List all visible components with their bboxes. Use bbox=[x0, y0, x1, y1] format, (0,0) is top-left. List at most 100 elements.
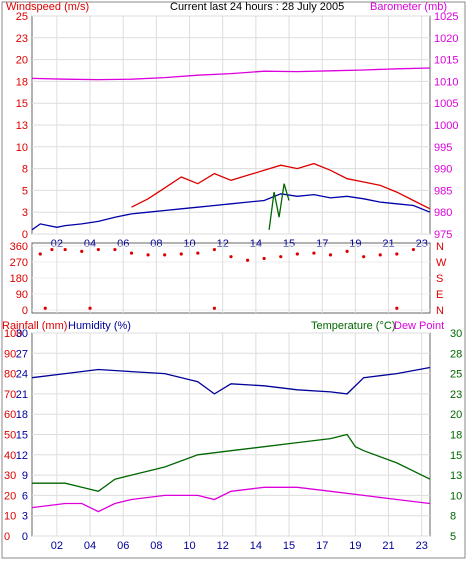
bottom-x-tick-0: 02 bbox=[51, 540, 63, 552]
winddir-point-9 bbox=[179, 252, 183, 256]
bottom-rain-tick-5: 50 bbox=[4, 430, 16, 442]
bottom-humidity-tick-2: 6 bbox=[22, 490, 28, 502]
winddir-point-14 bbox=[262, 256, 266, 261]
top-right-tick-3: 990 bbox=[434, 164, 452, 176]
bottom-x-tick-7: 15 bbox=[283, 540, 295, 552]
bottom-humidity-tick-10: 30 bbox=[16, 328, 28, 340]
winddir-point-8 bbox=[163, 253, 167, 257]
series-dewpoint bbox=[31, 486, 431, 513]
bottom-rain-tick-8: 80 bbox=[4, 369, 16, 381]
winddir-point-5 bbox=[113, 247, 117, 252]
bottom-temp-tick-0: 5 bbox=[450, 531, 456, 543]
mid-right-tick-2: S bbox=[436, 273, 443, 285]
bottom-x-tick-10: 21 bbox=[382, 540, 394, 552]
top-right-tick-7: 1010 bbox=[434, 76, 458, 88]
top-right-tick-4: 995 bbox=[434, 142, 452, 154]
top-right-tick-10: 1025 bbox=[434, 11, 458, 23]
winddir-point-26 bbox=[212, 306, 217, 310]
bottom-x-tick-1: 04 bbox=[84, 540, 96, 552]
top-left-tick-1: 3 bbox=[22, 207, 28, 219]
winddir-point-1 bbox=[50, 247, 54, 252]
top-right-tick-5: 1000 bbox=[434, 120, 458, 132]
bottom-rain-tick-7: 70 bbox=[4, 389, 16, 401]
bottom-humidity-tick-6: 18 bbox=[16, 409, 28, 421]
bottom-header-rainfall: Rainfall (mm) bbox=[2, 320, 68, 332]
series-temperature bbox=[32, 433, 431, 493]
mid-left-tick-3: 90 bbox=[16, 289, 28, 301]
bottom-temp-tick-7: 23 bbox=[450, 389, 462, 401]
winddir-point-0 bbox=[38, 252, 42, 256]
bottom-x-tick-4: 10 bbox=[183, 540, 195, 552]
mid-left-tick-1: 270 bbox=[10, 257, 28, 269]
winddir-point-25 bbox=[88, 306, 92, 310]
top-right-tick-6: 1005 bbox=[434, 98, 458, 110]
winddir-point-6 bbox=[129, 251, 134, 255]
bottom-humidity-tick-1: 3 bbox=[22, 511, 28, 523]
winddir-point-21 bbox=[378, 253, 382, 257]
winddir-point-11 bbox=[212, 247, 217, 252]
mid-right-tick-3: E bbox=[436, 289, 443, 301]
bottom-temp-tick-2: 10 bbox=[450, 490, 462, 502]
bottom-x-tick-11: 23 bbox=[416, 540, 428, 552]
bottom-header-temperature: Temperature (°C) bbox=[311, 320, 396, 332]
series-barometer bbox=[31, 67, 431, 81]
bottom-humidity-tick-3: 9 bbox=[22, 470, 28, 482]
bottom-humidity-tick-5: 15 bbox=[16, 430, 28, 442]
bottom-temp-tick-3: 13 bbox=[450, 470, 462, 482]
series-windspeed bbox=[131, 162, 431, 210]
bottom-humidity-tick-7: 21 bbox=[16, 389, 28, 401]
top-right-tick-0: 975 bbox=[434, 229, 452, 241]
winddir-point-10 bbox=[196, 251, 200, 255]
winddir-point-27 bbox=[395, 306, 399, 310]
mid-right-tick-4: N bbox=[436, 305, 444, 317]
bottom-x-tick-3: 08 bbox=[150, 540, 162, 552]
winddir-point-12 bbox=[229, 255, 233, 259]
bottom-humidity-tick-0: 0 bbox=[22, 531, 28, 543]
top-left-tick-2: 5 bbox=[22, 185, 28, 197]
top-right-tick-2: 985 bbox=[434, 185, 452, 197]
top-left-tick-6: 15 bbox=[16, 98, 28, 110]
top-right-tick-8: 1015 bbox=[434, 55, 458, 67]
bottom-temp-tick-5: 18 bbox=[450, 430, 462, 442]
bottom-humidity-tick-9: 27 bbox=[16, 348, 28, 360]
winddir-point-22 bbox=[395, 252, 399, 256]
series-humidity bbox=[31, 366, 431, 395]
bottom-rain-tick-2: 20 bbox=[4, 490, 16, 502]
bottom-temp-tick-6: 20 bbox=[450, 409, 462, 421]
bottom-x-tick-8: 17 bbox=[316, 540, 328, 552]
winddir-point-13 bbox=[245, 258, 250, 262]
winddir-point-18 bbox=[328, 253, 333, 257]
mid-right-tick-1: W bbox=[436, 257, 447, 269]
bottom-rain-tick-9: 90 bbox=[4, 348, 16, 360]
bottom-x-tick-5: 12 bbox=[217, 540, 229, 552]
top-left-tick-10: 25 bbox=[16, 11, 28, 23]
mid-left-tick-0: 360 bbox=[10, 241, 28, 253]
bottom-rain-tick-4: 40 bbox=[4, 450, 16, 462]
winddir-point-7 bbox=[146, 253, 150, 257]
series-gust_green bbox=[268, 183, 290, 230]
winddir-point-15 bbox=[279, 255, 283, 259]
winddir-point-17 bbox=[312, 251, 316, 255]
top-header-left: Windspeed (m/s) bbox=[6, 1, 90, 13]
bottom-rain-tick-1: 10 bbox=[4, 511, 16, 523]
bottom-header-humidity: Humidity (%) bbox=[68, 320, 131, 332]
winddir-point-20 bbox=[362, 255, 366, 259]
winddir-point-16 bbox=[295, 252, 299, 256]
top-left-tick-9: 23 bbox=[16, 33, 28, 45]
winddir-point-2 bbox=[63, 247, 67, 252]
bottom-humidity-tick-8: 24 bbox=[16, 369, 28, 381]
top-left-tick-0: 0 bbox=[22, 229, 28, 241]
bottom-rain-tick-6: 60 bbox=[4, 409, 16, 421]
bottom-temp-tick-8: 25 bbox=[450, 369, 462, 381]
bottom-temp-tick-1: 8 bbox=[450, 511, 456, 523]
top-left-tick-5: 13 bbox=[16, 120, 28, 132]
top-header-center: Current last 24 hours : 28 July 2005 bbox=[170, 1, 345, 13]
mid-right-tick-0: N bbox=[436, 241, 444, 253]
bottom-rain-tick-0: 0 bbox=[4, 531, 10, 543]
bottom-header-dewpoint: Dew Point bbox=[394, 320, 445, 332]
winddir-point-4 bbox=[96, 247, 100, 252]
bottom-humidity-tick-4: 12 bbox=[16, 450, 28, 462]
top-left-tick-3: 8 bbox=[22, 164, 28, 176]
